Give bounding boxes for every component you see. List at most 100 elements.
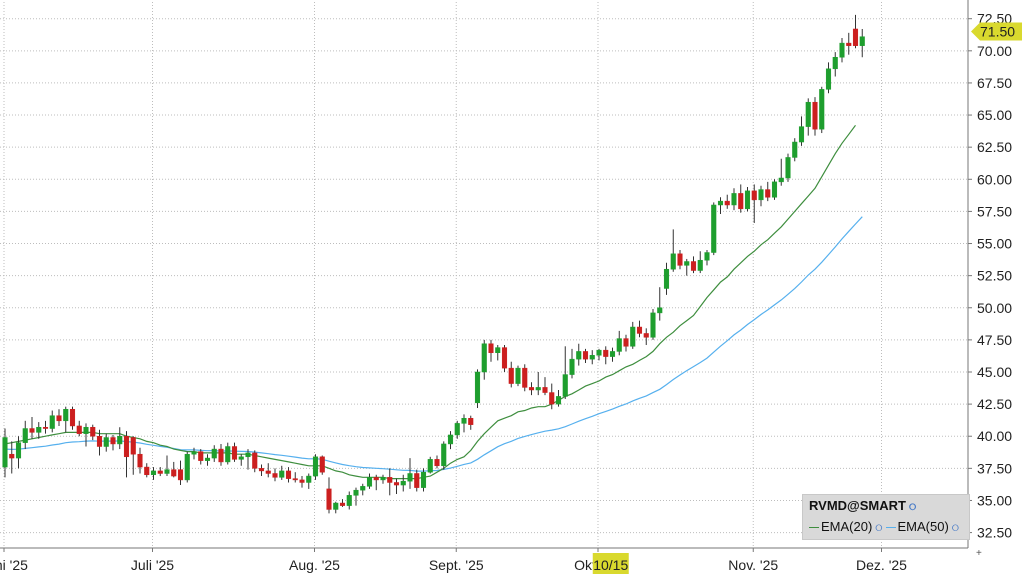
y-tick-label: 35.00 [977,492,1012,508]
candle [731,188,737,211]
candle-body [231,446,238,460]
legend[interactable]: RVMD@SMART ⭘ EMA(20) ⭘ EMA(50) ⭘ [802,494,970,540]
y-tick-label: 62.50 [977,139,1012,155]
candle [380,474,386,484]
candle-body [798,126,805,143]
candle [407,458,413,489]
candle [434,455,440,469]
candle-body [819,89,825,130]
candle-body [663,268,670,289]
ema20-settings-icon[interactable]: ⭘ [875,523,883,533]
candle-body [299,479,305,483]
candle [825,62,832,94]
x-tick-label: Dez. '25 [856,557,907,573]
cursor-date-marker [592,553,629,574]
candle-body [245,452,251,458]
candle-body [157,470,163,474]
candle [846,32,852,55]
candle-body [670,253,676,270]
y-tick-label: 65.00 [977,107,1012,123]
candle-body [420,471,427,488]
candle [636,320,643,338]
candle-body [319,456,325,473]
candle-body [650,312,656,338]
candle [859,28,865,58]
candle-body [589,355,595,360]
candle-body [474,371,481,404]
candle-body [731,193,737,206]
legend-symbol-label: RVMD@SMART [809,498,906,513]
candle-body [576,351,582,360]
candle-body [238,456,244,460]
candle [582,348,589,364]
candle [76,420,82,437]
candle-body [852,28,859,46]
candle-body [400,480,406,486]
candle-body [697,259,703,271]
symbol-settings-icon[interactable]: ⭘ [908,502,917,512]
candle [420,468,427,492]
ema20-line [4,124,856,480]
candle [198,449,204,465]
y-tick-label: 32.50 [977,525,1012,541]
candle [501,345,508,372]
legend-ema50-label[interactable]: EMA(50) [897,519,949,534]
candle-body [812,101,818,130]
legend-ema20-label[interactable]: EMA(20) [821,519,873,534]
candle-body [144,466,150,476]
candle-body [495,347,501,353]
candle-body [63,409,69,422]
x-tick-label: Juni '25 [0,557,28,573]
candle [711,202,717,256]
candle [2,428,8,478]
candle [387,468,393,496]
legend-symbol[interactable]: RVMD@SMART ⭘ [809,498,919,513]
ema50-settings-icon[interactable]: ⭘ [951,523,959,533]
candle-body [724,200,730,206]
candle-body [9,453,15,459]
candle [90,424,96,441]
candle-body [616,338,622,352]
ema20-layer [4,124,856,480]
candle [744,186,751,212]
candle [218,443,224,466]
candle-body [690,261,697,271]
candle-body [859,36,865,46]
candle-body [468,417,474,425]
candle [258,464,265,477]
candle-body [306,475,312,483]
candle-body [461,417,467,424]
candle [36,422,42,439]
candle-body [488,343,494,353]
candle [528,382,535,396]
last-price-label: 71.50 [980,24,1015,40]
candle-body [771,181,778,198]
candle [441,441,447,470]
candle [42,420,49,434]
candle [272,468,278,482]
candle-body [704,252,710,261]
candle-body [542,387,548,393]
candle-body [846,42,852,46]
candle-body [454,423,460,436]
candle [117,427,123,450]
candle [643,328,649,346]
candle-body [164,469,170,474]
candle [616,330,622,356]
candle-body [184,453,190,481]
candle-body [832,56,838,70]
candle [474,369,481,408]
candle [690,256,697,274]
candle-body [252,452,258,469]
candle [22,420,28,450]
candle [427,456,433,474]
candle [562,346,568,399]
candle [292,472,298,483]
candle [751,184,757,223]
candle-body [643,333,649,338]
candle-body [150,470,157,476]
candle [123,431,130,478]
candle [299,476,305,488]
candle [360,483,366,496]
